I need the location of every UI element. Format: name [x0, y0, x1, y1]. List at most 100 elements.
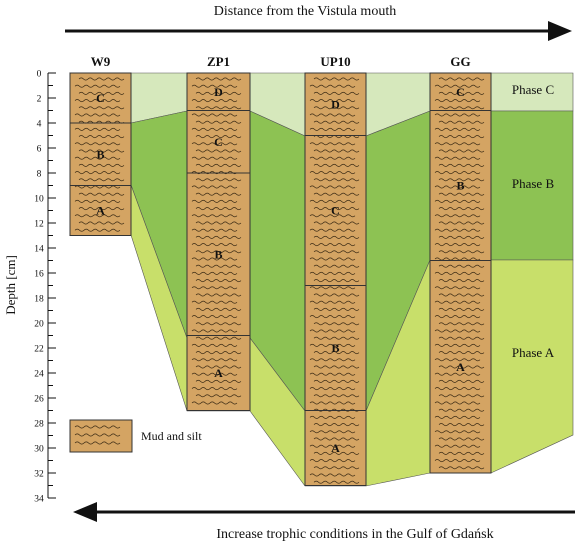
legend: Mud and silt — [69, 419, 202, 453]
unit-label: B — [331, 341, 339, 355]
unit-label: B — [456, 179, 464, 193]
mud-line — [309, 228, 356, 232]
mud-line — [74, 214, 121, 218]
mud-line — [438, 120, 485, 124]
mud-line — [309, 156, 356, 160]
mud-line — [313, 106, 360, 110]
mud-line — [313, 235, 360, 239]
unit-label: B — [214, 247, 222, 261]
mud-line — [438, 235, 485, 239]
mud-line — [309, 329, 356, 333]
axis-tick-label: 34 — [34, 495, 44, 505]
mud-line — [313, 437, 360, 441]
unit-label: B — [96, 147, 104, 161]
mud-line — [438, 250, 485, 254]
mud-line — [434, 257, 481, 261]
mud-line — [434, 185, 481, 189]
mud-line — [195, 293, 242, 297]
mud-line — [309, 84, 356, 88]
phase-labels: Phase C Phase B Phase A — [512, 82, 555, 360]
mud-line — [78, 135, 125, 139]
mud-line — [438, 77, 485, 81]
mud-line — [191, 156, 238, 160]
top-arrow-label: Distance from the Vistula mouth — [214, 4, 396, 19]
mud-line — [309, 243, 356, 247]
sediment-cores: C B A W9 D C B A ZP1 D C B A UP10 C B A GG — [69, 54, 492, 486]
mud-line — [309, 199, 356, 203]
mud-line — [434, 142, 481, 146]
core-up10: D C B A UP10 — [304, 54, 367, 486]
mud-line — [313, 163, 360, 167]
core-body — [186, 72, 251, 411]
core-name: UP10 — [320, 54, 350, 69]
mud-line — [438, 207, 485, 211]
axis-tick-label: 22 — [34, 345, 44, 355]
mud-line — [195, 163, 242, 167]
mud-line — [74, 142, 121, 146]
top-arrow-head — [548, 21, 572, 41]
mud-line — [438, 351, 485, 355]
mud-line — [434, 243, 481, 247]
mud-line — [78, 77, 125, 81]
mud-line — [313, 394, 360, 398]
mud-line — [191, 84, 238, 88]
mud-line — [434, 99, 481, 103]
mud-line — [309, 401, 356, 405]
axis-tick-label: 32 — [34, 470, 44, 480]
mud-line — [309, 387, 356, 391]
core-w9: C B A W9 — [69, 54, 132, 236]
unit-label: D — [214, 85, 223, 99]
mud-line — [438, 293, 485, 297]
mud-line — [191, 199, 238, 203]
core-body — [69, 72, 132, 236]
core-body — [304, 72, 367, 486]
mud-line — [438, 437, 485, 441]
mud-line — [74, 99, 121, 103]
mud-line — [313, 279, 360, 283]
mud-line — [191, 113, 238, 117]
top-arrow: Distance from the Vistula mouth — [65, 4, 572, 41]
mud-line — [434, 343, 481, 347]
mud-line — [309, 358, 356, 362]
mud-line — [438, 423, 485, 427]
mud-line — [74, 441, 121, 445]
mud-line — [195, 264, 242, 268]
axis-tick-label: 24 — [34, 370, 44, 380]
mud-line — [309, 343, 356, 347]
phase-label: Phase B — [512, 176, 555, 191]
mud-line — [191, 142, 238, 146]
mud-line — [74, 171, 121, 175]
mud-line — [195, 106, 242, 110]
mud-line — [74, 113, 121, 117]
mud-line — [434, 329, 481, 333]
mud-line — [313, 423, 360, 427]
mud-line — [313, 250, 360, 254]
mud-line — [191, 315, 238, 319]
mud-line — [195, 91, 242, 95]
bottom-arrow-head — [73, 502, 97, 522]
core-zp1: D C B A ZP1 — [186, 54, 251, 411]
mud-line — [78, 163, 125, 167]
mud-line — [434, 228, 481, 232]
mud-line — [309, 473, 356, 477]
unit-label: A — [214, 366, 223, 380]
unit-label: C — [96, 91, 105, 105]
mud-line — [434, 315, 481, 319]
mud-line — [74, 425, 121, 429]
mud-line — [74, 127, 121, 131]
mud-line — [309, 142, 356, 146]
mud-line — [438, 365, 485, 369]
mud-line — [313, 77, 360, 81]
mud-line — [78, 178, 125, 182]
mud-line — [438, 379, 485, 383]
mud-line — [309, 185, 356, 189]
mud-line — [78, 91, 125, 95]
mud-line — [438, 163, 485, 167]
mud-line — [434, 372, 481, 376]
mud-line — [438, 264, 485, 268]
axis-tick-label: 28 — [34, 420, 44, 430]
mud-line — [195, 120, 242, 124]
mud-line — [309, 315, 356, 319]
mud-line — [191, 286, 238, 290]
